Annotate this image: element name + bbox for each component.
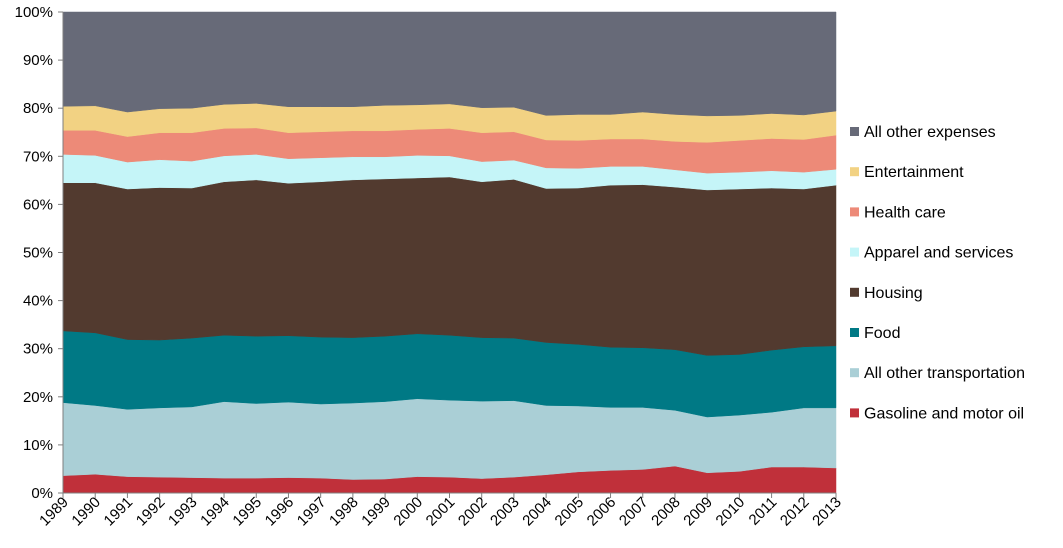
y-tick-label: 80% [23,100,53,117]
x-tick-label: 1991 [101,494,137,530]
x-tick-label: 2004 [519,494,555,530]
y-tick-label: 0% [31,485,53,502]
x-tick-label: 1992 [133,494,169,530]
x-tick-label: 2008 [648,494,684,530]
legend-swatch [850,207,859,217]
y-tick-label: 40% [23,293,53,310]
legend-label: Health care [864,204,946,221]
x-tick-label: 1996 [262,494,298,530]
legend-label: Gasoline and motor oil [864,405,1024,422]
x-tick-label: 1997 [294,494,330,530]
legend-label: All other transportation [864,365,1025,382]
area-series-group [62,11,837,494]
y-tick-label: 10% [23,437,53,454]
legend-label: Apparel and services [864,245,1013,262]
x-tick-label: 2000 [390,494,426,530]
x-tick-label: 2001 [423,494,459,530]
x-tick-label: 2005 [552,494,588,530]
legend: All other expenses Entertainment Health ca… [850,124,1025,422]
x-tick-label: 2012 [777,494,813,530]
legend-swatch [850,368,859,378]
y-tick-label: 100% [15,4,53,21]
x-tick-label: 1998 [326,494,362,530]
x-tick-label: 1993 [165,494,201,530]
y-tick-label: 60% [23,196,53,213]
y-tick-label: 90% [23,52,53,69]
area-all-other-expenses [62,11,837,117]
legend-swatch [850,247,859,257]
legend-label: Housing [864,285,923,302]
legend-label: Food [864,325,900,342]
y-tick-label: 30% [23,341,53,358]
x-tick-label: 2006 [584,494,620,530]
x-tick-label: 2003 [487,494,523,530]
x-tick-label: 2009 [680,494,716,530]
x-tick-label: 2007 [616,494,652,530]
y-tick-label: 20% [23,389,53,406]
x-tick-label: 2011 [746,494,781,529]
legend-swatch [850,127,859,136]
legend-swatch [850,167,859,177]
x-tick-label: 2002 [455,494,491,530]
legend-swatch [850,287,859,297]
x-tick-label: 1999 [358,494,394,530]
y-tick-label: 70% [23,148,53,165]
x-tick-label: 1995 [229,494,265,530]
x-tick-label: 1990 [68,494,104,530]
legend-label: All other expenses [864,124,996,141]
legend-label: Entertainment [864,164,964,181]
x-tick-label: 2010 [713,494,749,530]
x-tick-label: 1994 [197,494,233,530]
legend-swatch [850,328,859,337]
x-tick-label: 2013 [809,494,845,530]
y-tick-label: 50% [23,245,53,262]
legend-swatch [850,408,859,418]
area-housing [62,176,837,356]
